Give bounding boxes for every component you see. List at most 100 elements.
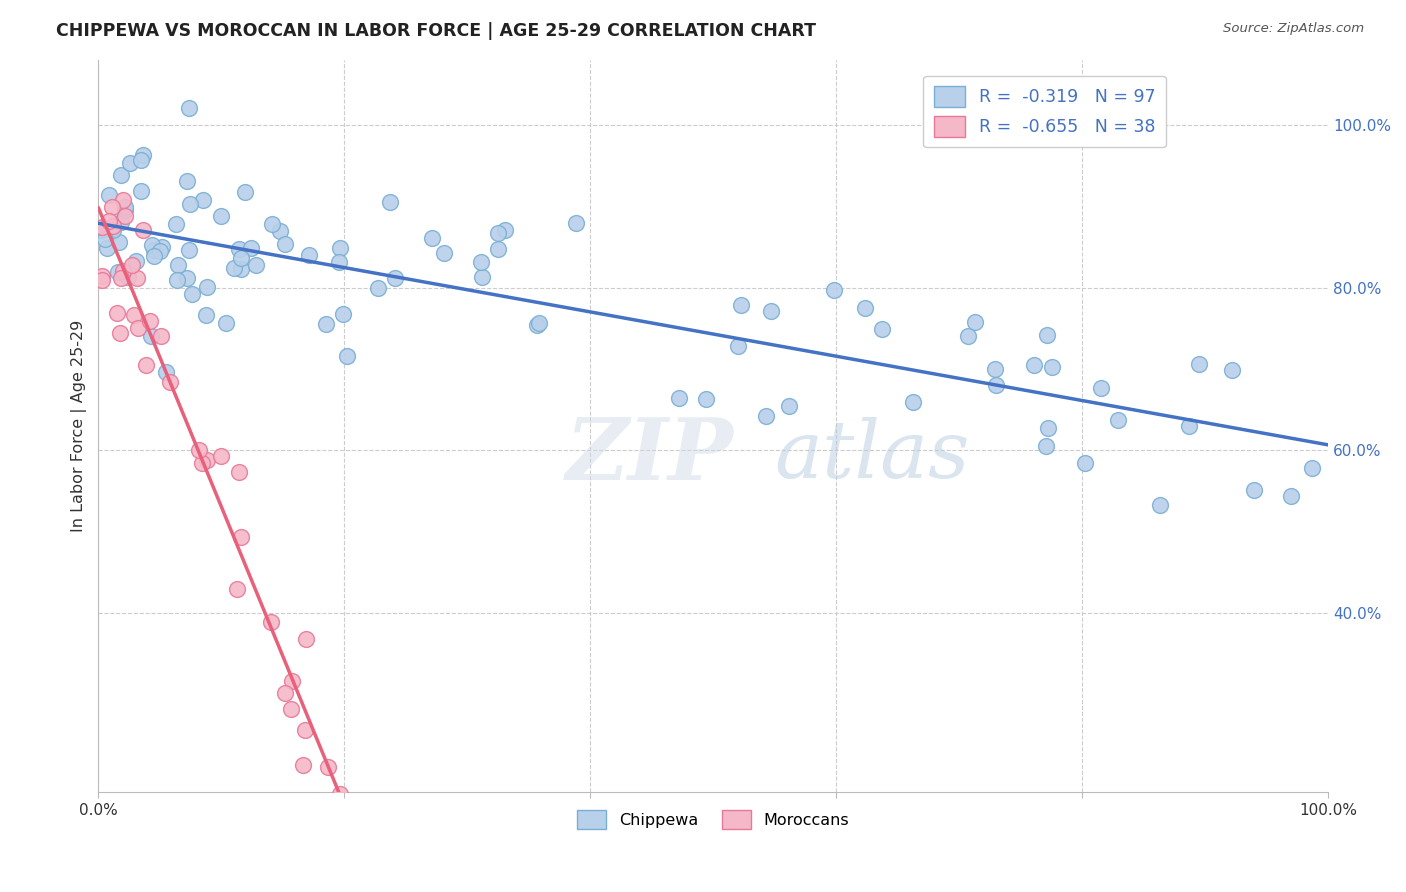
Point: [165, 218, 187, 232]
Point: [167, 258, 190, 272]
Point: [191, 193, 214, 207]
Point: [114, 209, 136, 223]
Point: [367, 280, 389, 294]
Point: [965, 315, 987, 329]
Point: [1074, 456, 1097, 470]
Point: [114, 203, 136, 218]
Point: [159, 376, 181, 390]
Point: [470, 254, 492, 268]
Point: [420, 231, 443, 245]
Point: [384, 271, 406, 285]
Point: [132, 223, 155, 237]
Point: [90, 223, 112, 237]
Point: [188, 442, 211, 457]
Point: [1149, 499, 1171, 513]
Point: [90, 219, 112, 234]
Point: [956, 328, 979, 343]
Point: [292, 757, 315, 772]
Point: [122, 308, 145, 322]
Text: Source: ZipAtlas.com: Source: ZipAtlas.com: [1223, 22, 1364, 36]
Point: [269, 223, 291, 237]
Point: [141, 237, 163, 252]
Point: [110, 271, 132, 285]
Point: [127, 321, 149, 335]
Point: [110, 215, 132, 229]
Point: [176, 174, 198, 188]
Point: [111, 264, 134, 278]
Point: [295, 632, 318, 647]
Point: [125, 271, 148, 285]
Point: [150, 240, 173, 254]
Point: [235, 185, 257, 199]
Y-axis label: In Labor Force | Age 25-29: In Labor Force | Age 25-29: [72, 320, 87, 533]
Point: [91, 268, 114, 283]
Point: [101, 223, 124, 237]
Point: [139, 313, 162, 327]
Point: [195, 279, 218, 293]
Point: [107, 265, 129, 279]
Point: [1279, 489, 1302, 503]
Point: [294, 723, 316, 738]
Point: [139, 328, 162, 343]
Point: [135, 358, 157, 372]
Point: [226, 582, 249, 596]
Point: [1220, 363, 1243, 377]
Point: [280, 702, 302, 716]
Point: [209, 209, 232, 223]
Legend: Chippewa, Moroccans: Chippewa, Moroccans: [571, 804, 856, 836]
Point: [274, 237, 297, 252]
Point: [118, 156, 141, 170]
Point: [100, 200, 122, 214]
Point: [337, 835, 360, 849]
Point: [1243, 483, 1265, 498]
Point: [228, 465, 250, 479]
Point: [471, 269, 494, 284]
Point: [176, 270, 198, 285]
Point: [433, 245, 456, 260]
Point: [1107, 413, 1129, 427]
Point: [228, 243, 250, 257]
Point: [181, 286, 204, 301]
Point: [117, 269, 139, 284]
Point: [984, 361, 1007, 376]
Point: [759, 304, 782, 318]
Point: [1035, 439, 1057, 453]
Text: CHIPPEWA VS MOROCCAN IN LABOR FORCE | AGE 25-29 CORRELATION CHART: CHIPPEWA VS MOROCCAN IN LABOR FORCE | AG…: [56, 22, 817, 40]
Point: [853, 301, 876, 315]
Point: [527, 316, 550, 330]
Point: [872, 322, 894, 336]
Point: [273, 686, 295, 700]
Point: [132, 147, 155, 161]
Point: [1040, 359, 1063, 374]
Point: [298, 248, 321, 262]
Point: [90, 273, 112, 287]
Point: [1036, 327, 1059, 342]
Point: [984, 377, 1007, 392]
Point: [778, 399, 800, 413]
Point: [101, 219, 124, 233]
Point: [823, 283, 845, 297]
Point: [209, 449, 232, 463]
Point: [332, 307, 354, 321]
Point: [336, 349, 359, 363]
Point: [316, 760, 339, 774]
Point: [1178, 418, 1201, 433]
Point: [730, 298, 752, 312]
Point: [179, 196, 201, 211]
Point: [488, 242, 510, 256]
Point: [149, 329, 172, 343]
Point: [245, 258, 267, 272]
Point: [131, 153, 153, 167]
Point: [494, 223, 516, 237]
Point: [143, 248, 166, 262]
Point: [695, 392, 717, 406]
Point: [315, 318, 337, 332]
Point: [97, 214, 120, 228]
Text: ZIP: ZIP: [565, 414, 734, 497]
Point: [142, 244, 165, 258]
Point: [668, 391, 690, 405]
Point: [121, 258, 143, 272]
Point: [149, 244, 172, 259]
Text: atlas: atlas: [775, 417, 970, 494]
Point: [486, 227, 509, 241]
